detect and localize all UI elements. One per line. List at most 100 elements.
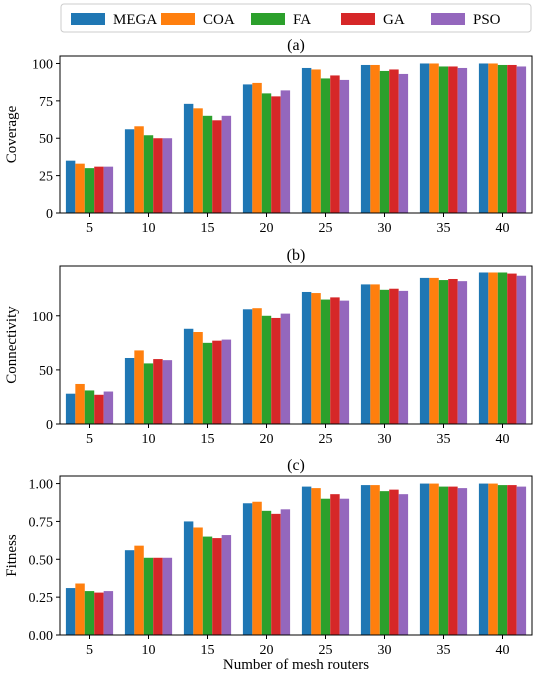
plot-frame <box>59 55 533 214</box>
y-axis-label: Fitness <box>4 534 20 577</box>
bar-pso-5 <box>103 166 114 213</box>
bar-pso-35 <box>457 281 468 424</box>
bar-ga-10 <box>153 557 163 635</box>
bar-coa-10 <box>134 545 144 635</box>
bar-pso-40 <box>516 275 527 424</box>
bar-ga-35 <box>448 66 458 213</box>
bar-pso-30 <box>398 290 409 424</box>
bar-pso-20 <box>280 313 291 424</box>
bar-fa-5 <box>84 390 95 424</box>
x-tick-label: 35 <box>437 432 451 447</box>
bar-ga-5 <box>94 394 104 424</box>
bar-coa-5 <box>75 583 85 635</box>
bar-ga-30 <box>389 69 399 214</box>
x-tick-label: 10 <box>142 432 156 447</box>
bar-mega-10 <box>124 129 135 213</box>
bar-ga-15 <box>212 538 222 635</box>
bar-pso-25 <box>339 498 350 635</box>
y-tick-label: 0.00 <box>29 629 54 644</box>
bar-ga-10 <box>153 138 163 213</box>
bar-fa-20 <box>261 315 272 424</box>
legend: MEGA COA FA GA PSO <box>60 3 532 33</box>
bar-coa-25 <box>311 488 321 635</box>
x-tick-label: 40 <box>496 643 510 658</box>
x-tick-label: 5 <box>86 643 93 658</box>
bar-fa-25 <box>320 78 331 214</box>
bar-mega-25 <box>301 291 312 424</box>
bar-ga-40 <box>507 485 517 635</box>
bar-mega-10 <box>124 550 135 635</box>
bar-pso-25 <box>339 79 350 213</box>
bar-fa-10 <box>143 135 154 213</box>
bar-fa-30 <box>379 289 390 424</box>
bar-mega-5 <box>65 160 76 213</box>
legend-swatch-coa <box>161 13 195 25</box>
legend-label-fa: FA <box>293 12 311 28</box>
bar-pso-10 <box>162 557 173 635</box>
x-tick-label: 20 <box>260 221 274 236</box>
bar-pso-40 <box>516 486 527 635</box>
plot-frame <box>59 475 533 636</box>
y-tick-label: 50 <box>39 364 53 379</box>
bar-pso-40 <box>516 66 527 213</box>
bar-ga-25 <box>330 494 340 635</box>
chart-title: (a) <box>287 37 305 54</box>
bar-mega-20 <box>242 503 253 635</box>
bar-fa-5 <box>84 168 95 213</box>
bar-pso-30 <box>398 494 409 635</box>
x-tick-label: 5 <box>86 221 93 236</box>
bar-pso-5 <box>103 591 114 635</box>
bar-ga-15 <box>212 340 222 424</box>
bar-ga-40 <box>507 273 517 424</box>
bar-pso-10 <box>162 360 173 424</box>
x-tick-label: 35 <box>437 221 451 236</box>
bar-coa-35 <box>429 63 439 214</box>
chart-title: (c) <box>287 457 305 474</box>
y-tick-label: 100 <box>32 310 53 325</box>
x-tick-label: 40 <box>496 221 510 236</box>
x-tick-label: 10 <box>142 221 156 236</box>
bar-ga-10 <box>153 359 163 424</box>
bar-mega-20 <box>242 84 253 213</box>
bar-coa-30 <box>370 485 380 635</box>
bar-pso-15 <box>221 115 232 213</box>
bar-fa-5 <box>84 591 95 635</box>
bar-fa-35 <box>438 486 449 635</box>
y-tick-label: 0.25 <box>29 591 54 606</box>
bar-mega-5 <box>65 588 76 635</box>
bar-ga-25 <box>330 297 340 424</box>
bar-coa-40 <box>488 483 498 635</box>
legend-swatch-mega <box>71 13 105 25</box>
x-tick-label: 5 <box>86 432 93 447</box>
x-tick-label: 30 <box>378 221 392 236</box>
bar-pso-30 <box>398 73 409 213</box>
bar-ga-40 <box>507 64 517 213</box>
bar-mega-25 <box>301 486 312 635</box>
x-tick-label: 30 <box>378 643 392 658</box>
x-tick-label: 15 <box>201 643 215 658</box>
bar-fa-40 <box>497 64 508 213</box>
bar-ga-30 <box>389 288 399 424</box>
bar-pso-15 <box>221 339 232 424</box>
bar-fa-15 <box>202 115 213 213</box>
bar-fa-25 <box>320 498 331 635</box>
x-tick-label: 10 <box>142 643 156 658</box>
bar-fa-30 <box>379 491 390 635</box>
bar-pso-5 <box>103 391 114 424</box>
bar-ga-15 <box>212 120 222 213</box>
y-tick-label: 0 <box>46 207 53 222</box>
bar-fa-10 <box>143 363 154 424</box>
bar-pso-20 <box>280 90 291 213</box>
bar-fa-40 <box>497 272 508 424</box>
legend-label-mega: MEGA <box>113 12 157 28</box>
bar-pso-15 <box>221 535 232 635</box>
y-tick-label: 100 <box>32 57 53 72</box>
bar-mega-40 <box>478 272 489 424</box>
bar-coa-20 <box>252 308 262 424</box>
bar-fa-40 <box>497 485 508 635</box>
y-tick-label: 75 <box>39 95 53 110</box>
bar-coa-10 <box>134 126 144 213</box>
bar-ga-30 <box>389 489 399 635</box>
bar-pso-25 <box>339 300 350 424</box>
y-tick-label: 1.00 <box>29 478 54 493</box>
